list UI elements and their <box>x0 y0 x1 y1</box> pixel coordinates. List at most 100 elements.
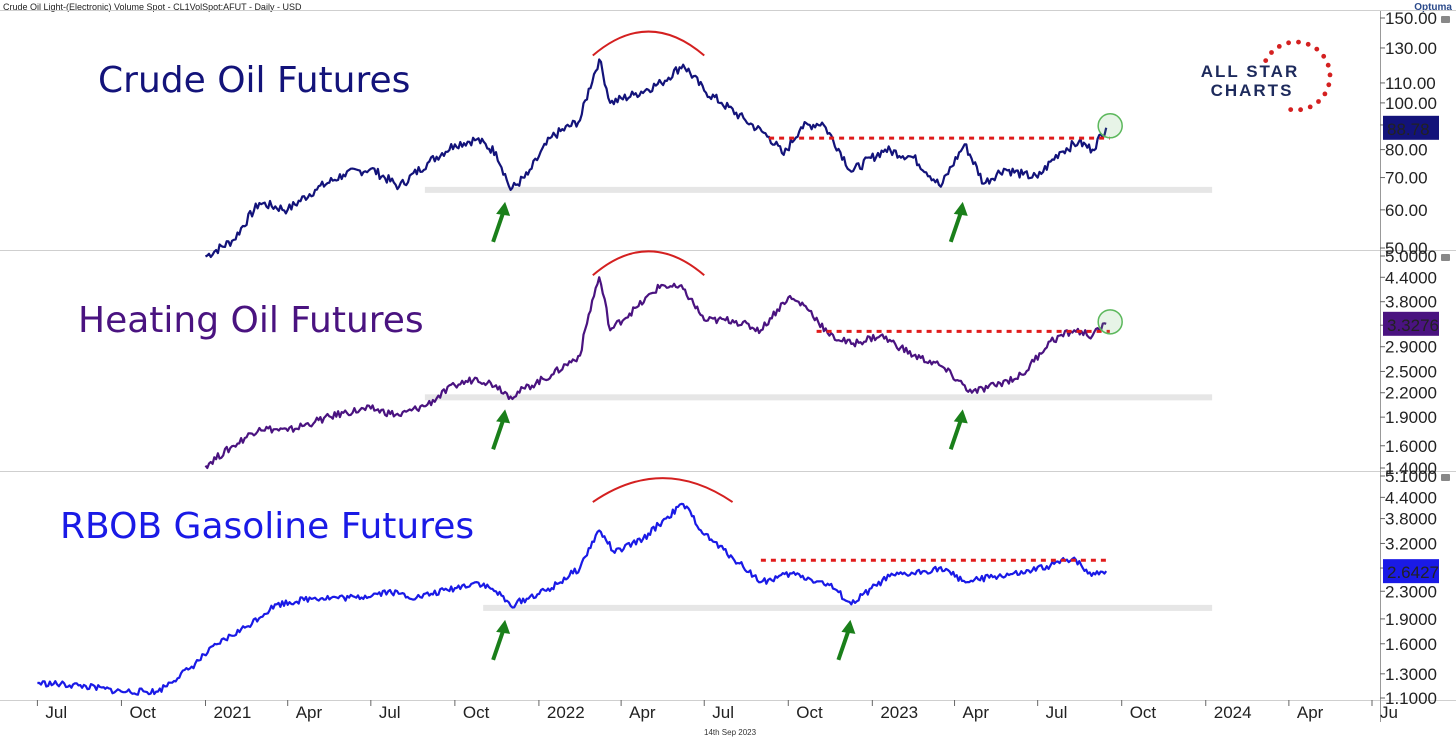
x-tick-label: 2023 <box>880 703 918 722</box>
price-series-line <box>37 502 1108 696</box>
y-tick-label: 2.5000 <box>1385 362 1437 381</box>
optuma-brand: Optuma <box>1414 2 1452 13</box>
logo-line1: ALL STAR <box>1201 62 1299 81</box>
logo-star <box>1296 39 1301 45</box>
y-tick-label: 1.1000 <box>1385 689 1437 708</box>
support-arrow-head <box>496 409 511 424</box>
y-tick-label: 4.4000 <box>1385 268 1437 287</box>
panel-title: RBOB Gasoline Futures <box>60 506 474 547</box>
logo-star <box>1269 50 1274 55</box>
logo-star <box>1288 107 1294 112</box>
last-value-label: 2.6427 <box>1387 563 1439 582</box>
heating-oil-panel: Heating Oil Futures 5.0000 4.4000 3.8000 3.3… <box>78 247 1450 478</box>
lock-icon <box>1441 16 1450 23</box>
y-tick-label: 50.00 <box>1385 239 1428 258</box>
lock-icon <box>1441 474 1450 481</box>
y-tick-label: 80.00 <box>1385 141 1428 160</box>
logo-star <box>1327 72 1333 78</box>
x-tick-label: Apr <box>1297 703 1324 722</box>
all-star-charts-logo: ALL STAR CHARTS <box>1201 39 1333 113</box>
logo-star <box>1316 99 1321 104</box>
footer-date: 14th Sep 2023 <box>704 728 757 737</box>
y-tick-label: 2.2000 <box>1385 384 1437 403</box>
last-value-label: 88.78 <box>1387 120 1430 139</box>
y-tick-label: 60.00 <box>1385 201 1428 220</box>
logo-star <box>1322 91 1328 97</box>
y-tick-label: 5.1000 <box>1385 467 1437 486</box>
y-tick-label: 1.6000 <box>1385 437 1437 456</box>
top-arc <box>592 30 705 57</box>
y-tick-label: 3.8000 <box>1385 293 1437 312</box>
x-tick-label: Jul <box>379 703 401 722</box>
x-tick-label: Apr <box>963 703 990 722</box>
y-tick-label: 70.00 <box>1385 169 1428 188</box>
crude-oil-panel: Crude Oil Futures 150.00 130.00 110.00100.0… <box>98 9 1450 259</box>
y-tick-label: 100.00 <box>1385 94 1437 113</box>
logo-star <box>1286 40 1291 46</box>
support-arrow <box>948 209 964 243</box>
panel-title: Heating Oil Futures <box>78 300 424 341</box>
logo-star <box>1305 41 1311 47</box>
y-tick-label: 150.00 <box>1385 9 1437 28</box>
logo-star <box>1263 58 1269 63</box>
breakout-circle <box>1097 309 1123 335</box>
last-value-box <box>1383 559 1439 584</box>
support-arrow <box>491 209 506 243</box>
y-tick-label: 3.2000 <box>1385 534 1437 553</box>
support-arrow-head <box>953 409 968 424</box>
y-tick-label: 1.4000 <box>1385 459 1437 478</box>
support-band <box>424 186 1213 193</box>
logo-star <box>1307 104 1313 110</box>
rbob-gasoline-panel: RBOB Gasoline Futures 5.1000 4.4000 3.8000 3… <box>37 467 1450 708</box>
lock-icon <box>1441 254 1450 261</box>
x-tick-label: Jul <box>1046 703 1068 722</box>
x-tick-label: 2024 <box>1214 703 1252 722</box>
support-arrow-head <box>496 201 511 216</box>
x-tick-label: Oct <box>796 703 823 722</box>
support-arrow <box>948 416 964 450</box>
breakout-circle <box>1097 113 1123 139</box>
x-tick-label: Ju <box>1380 703 1398 722</box>
support-band <box>483 604 1213 611</box>
y-tick-label: 110.00 <box>1385 74 1436 93</box>
price-series-line <box>204 276 1107 470</box>
logo-star <box>1276 44 1282 49</box>
x-tick-label: Apr <box>629 703 656 722</box>
logo-line2: CHARTS <box>1211 81 1294 100</box>
chart-header-title: Crude Oil Light-(Electronic) Volume Spot… <box>3 2 302 12</box>
support-arrow <box>491 416 506 450</box>
support-arrow-head <box>953 201 968 216</box>
logo-star <box>1314 46 1320 52</box>
last-value-box <box>1383 115 1439 140</box>
chart-frame <box>0 10 1456 722</box>
y-tick-label: 2.9000 <box>1385 338 1437 357</box>
support-arrow-head <box>841 619 856 634</box>
x-tick-label: Apr <box>296 703 323 722</box>
last-value-box <box>1383 311 1439 336</box>
support-arrow <box>491 627 506 661</box>
y-tick-label: 1.6000 <box>1385 635 1437 654</box>
support-band <box>424 394 1213 401</box>
logo-star <box>1298 107 1303 113</box>
support-arrow-head <box>496 619 511 634</box>
y-tick-label: 130.00 <box>1385 39 1437 58</box>
panel-title: Crude Oil Futures <box>98 60 410 101</box>
y-tick-label: 4.4000 <box>1385 488 1437 507</box>
y-tick-label: 2.3000 <box>1385 582 1437 601</box>
x-axis: Jul Oct 2021 Apr Jul Oct 2022 Apr Jul Oct 2023 Apr J… <box>36 700 1398 722</box>
price-series-line <box>204 58 1108 259</box>
support-arrow <box>836 627 852 661</box>
last-value-label: 3.3276 <box>1387 316 1439 335</box>
x-tick-label: Oct <box>129 703 156 722</box>
x-tick-label: Oct <box>1130 703 1157 722</box>
logo-star <box>1326 82 1332 88</box>
top-arc <box>592 250 705 277</box>
y-tick-label: 1.9000 <box>1385 610 1437 629</box>
y-tick-label: 1.3000 <box>1385 665 1437 684</box>
y-tick-label: 3.8000 <box>1385 510 1437 529</box>
x-tick-label: Jul <box>45 703 67 722</box>
y-tick-label: 5.0000 <box>1385 247 1437 266</box>
x-tick-label: 2021 <box>213 703 251 722</box>
logo-star <box>1321 53 1327 59</box>
